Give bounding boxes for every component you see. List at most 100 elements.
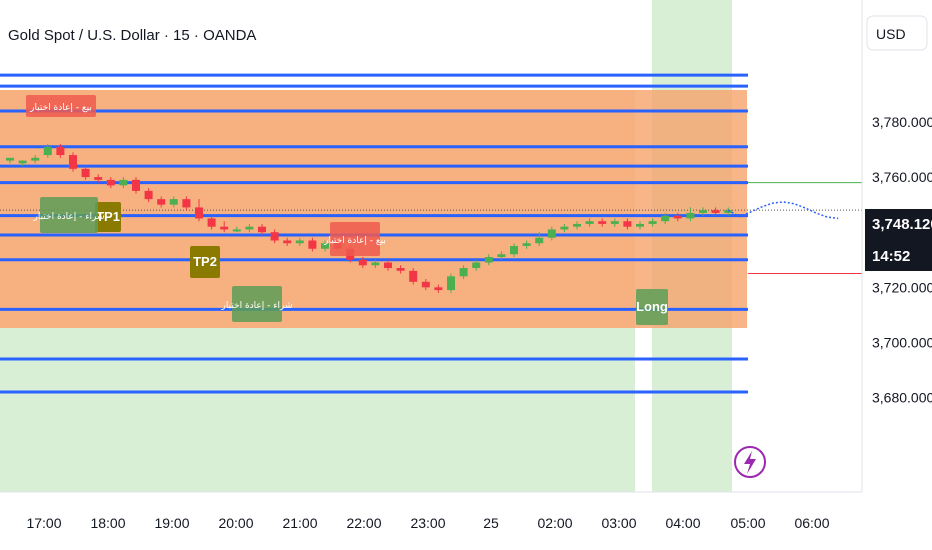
x-tick-label: 03:00 bbox=[601, 515, 636, 531]
candle bbox=[182, 199, 191, 208]
x-tick-label: 06:00 bbox=[794, 515, 829, 531]
candle bbox=[409, 270, 418, 282]
countdown: 14:52 bbox=[872, 248, 910, 265]
candle bbox=[384, 262, 392, 269]
candle bbox=[560, 226, 569, 230]
candle bbox=[686, 212, 695, 219]
candle bbox=[81, 168, 90, 178]
candle bbox=[573, 223, 581, 227]
candle bbox=[396, 268, 405, 271]
candle bbox=[69, 155, 77, 169]
candle bbox=[535, 237, 544, 244]
y-tick-label: 3,680.000 bbox=[872, 390, 932, 406]
y-tick-label: 3,780.000 bbox=[872, 114, 932, 130]
signal-label-text: TP1 bbox=[96, 209, 120, 224]
signal-label: بيع - إعادة اختبار bbox=[323, 222, 386, 256]
candle bbox=[258, 226, 266, 233]
candle bbox=[56, 146, 65, 156]
candle bbox=[195, 207, 203, 219]
x-tick-label: 23:00 bbox=[410, 515, 445, 531]
candle bbox=[547, 229, 556, 238]
signal-label-text: بيع - إعادة اختبار bbox=[323, 236, 386, 246]
candle bbox=[510, 245, 518, 255]
last-price: 3,748.120 bbox=[872, 216, 932, 233]
signal-label-text: شراء - إعادة اختبار bbox=[33, 212, 105, 222]
candle bbox=[31, 157, 40, 161]
candle bbox=[623, 221, 632, 227]
candle bbox=[132, 179, 140, 191]
x-tick-label: 04:00 bbox=[665, 515, 700, 531]
candle bbox=[358, 259, 367, 266]
y-tick-label: 3,700.000 bbox=[872, 334, 932, 350]
x-tick-label: 25 bbox=[483, 515, 499, 531]
green-zone bbox=[0, 328, 635, 492]
candle bbox=[220, 226, 229, 230]
forecast-line bbox=[727, 201, 839, 220]
x-tick-label: 17:00 bbox=[26, 515, 61, 531]
signal-label-box bbox=[636, 289, 668, 325]
candle bbox=[207, 218, 216, 227]
candle bbox=[270, 232, 279, 241]
candle bbox=[245, 226, 254, 230]
signal-label-box bbox=[190, 246, 220, 278]
candle bbox=[673, 215, 682, 219]
signal-label: TP1 bbox=[95, 202, 121, 232]
candle bbox=[308, 240, 317, 249]
x-tick-label: 20:00 bbox=[218, 515, 253, 531]
signal-label: شراء - إعادة اختبار bbox=[33, 197, 105, 233]
x-tick-label: 21:00 bbox=[282, 515, 317, 531]
candlestick-series bbox=[6, 144, 733, 293]
candle bbox=[144, 190, 153, 200]
price-axis bbox=[862, 0, 932, 550]
candle bbox=[497, 254, 506, 258]
signal-label-text: TP2 bbox=[193, 254, 217, 269]
background-zones bbox=[0, 0, 747, 492]
signal-label: شراء - إعادة اختبار bbox=[221, 286, 293, 322]
y-axis-ticks: 3,680.000 3,700.000 3,720.000 3,760.000 3,78… bbox=[872, 114, 932, 406]
candle bbox=[94, 177, 103, 180]
candle bbox=[598, 221, 607, 224]
signal-label-box bbox=[330, 222, 380, 256]
x-tick-label: 18:00 bbox=[90, 515, 125, 531]
candle bbox=[295, 240, 304, 244]
candle bbox=[371, 262, 380, 266]
candle bbox=[711, 210, 720, 213]
signal-label-text: بيع - إعادة اختبار bbox=[29, 103, 92, 113]
candle bbox=[6, 157, 14, 161]
candle bbox=[610, 221, 619, 224]
candle bbox=[699, 210, 707, 213]
signal-label: بيع - إعادة اختبار bbox=[26, 95, 96, 117]
signal-label: Long bbox=[636, 289, 668, 325]
candle bbox=[724, 210, 733, 213]
candle bbox=[434, 287, 443, 291]
x-axis-ticks: 17:00 18:00 19:00 20:00 21:00 22:00 23:00 25 02:… bbox=[26, 515, 829, 531]
candle bbox=[157, 199, 166, 205]
x-tick-label: 22:00 bbox=[346, 515, 381, 531]
currency-button[interactable] bbox=[866, 15, 928, 51]
candle bbox=[636, 223, 644, 227]
candle bbox=[43, 146, 52, 156]
signal-label-box bbox=[40, 197, 98, 233]
candle bbox=[484, 257, 493, 263]
candle bbox=[661, 215, 670, 222]
x-tick-label: 02:00 bbox=[537, 515, 572, 531]
signal-label-box bbox=[26, 95, 96, 117]
candle bbox=[119, 179, 128, 186]
candle bbox=[169, 199, 178, 205]
candle bbox=[472, 262, 481, 269]
signal-label-box bbox=[232, 286, 282, 322]
x-tick-label: 05:00 bbox=[730, 515, 765, 531]
forecast-path bbox=[727, 201, 839, 220]
candle bbox=[459, 268, 468, 277]
currency-label: USD bbox=[876, 26, 906, 42]
lightning-icon-glyph bbox=[744, 451, 756, 474]
candle bbox=[421, 281, 430, 288]
candle bbox=[18, 160, 27, 164]
candle bbox=[232, 229, 241, 232]
candle bbox=[447, 276, 455, 291]
candle bbox=[522, 243, 531, 246]
candle bbox=[283, 240, 292, 244]
signal-label-text: Long bbox=[636, 299, 668, 314]
signal-labels: TP1 TP2 Long بيع - إعادة اختبار بيع - إعادة … bbox=[26, 95, 668, 325]
